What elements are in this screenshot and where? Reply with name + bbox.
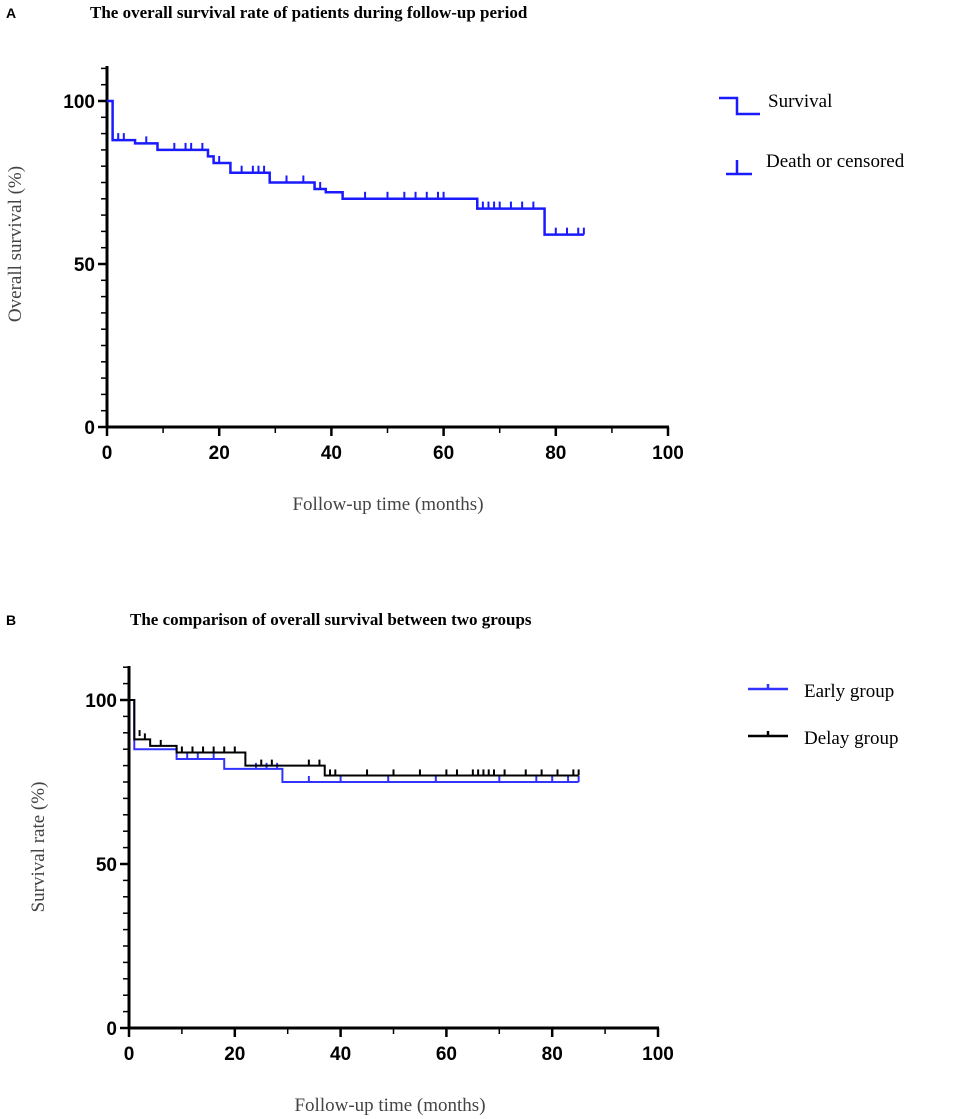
panel-a-series-survival: [107, 99, 584, 236]
panel-b-y-tick-label: 100: [85, 691, 117, 712]
panel-a-x-axis-label: Follow-up time (months): [292, 494, 483, 515]
panel-b-x-tick-label: 0: [124, 1044, 135, 1065]
panel-b-x-tick-label: 80: [542, 1044, 563, 1065]
panel-b-legend-symbol-early: [748, 684, 788, 691]
panel-b-x-tick-label: 100: [642, 1044, 674, 1065]
panel-b-y-tick-label: 50: [96, 855, 117, 876]
panel-a-title: The overall survival rate of patients du…: [90, 3, 528, 22]
panel-a-y-tick-label: 50: [74, 255, 95, 276]
panel-b-legend-symbol-delay: [748, 731, 788, 738]
panel-b-x-tick-label: 60: [436, 1044, 457, 1065]
panel-b-letter: B: [6, 612, 16, 628]
panel-a-y-tick-label: 0: [84, 418, 95, 439]
panel-a-letter: A: [6, 5, 16, 21]
panel-a-x-tick-label: 80: [545, 443, 566, 464]
panel-b-y-axis-label: Survival rate (%): [28, 782, 49, 913]
panel-b-series-early-group: [129, 699, 579, 783]
panel-a-legend-symbol-survival: [719, 96, 760, 116]
panel-a-legend-label-survival: Survival: [768, 91, 832, 112]
panel-b-title: The comparison of overall survival betwe…: [130, 610, 532, 629]
panel-a-legend-symbol-censored: [726, 160, 752, 176]
panel-a-x-tick-label: 60: [433, 443, 454, 464]
panel-b-legend-label-delay: Delay group: [804, 728, 898, 749]
panel-a-y-axis-label: Overall survival (%): [5, 166, 26, 322]
panel-a-plot: 0 50 100 0 20 40 60 80 100: [63, 66, 684, 464]
panel-a-x-tick-label: 0: [102, 443, 113, 464]
panel-b-x-axis-label: Follow-up time (months): [294, 1095, 485, 1116]
panel-b-x-tick-label: 20: [224, 1044, 245, 1065]
panel-a-x-tick-label: 100: [652, 443, 684, 464]
panel-b-plot: 0 50 100 0 20 40 60 80 100: [85, 666, 674, 1065]
panel-b-series-delay-group: [129, 699, 579, 777]
panel-a-x-tick-label: 20: [209, 443, 230, 464]
panel-a-legend-label-death: Death or censored: [766, 151, 905, 172]
panel-b-legend-label-early: Early group: [804, 681, 894, 702]
panel-b-y-tick-label: 0: [106, 1019, 117, 1040]
panel-a-x-tick-label: 40: [321, 443, 342, 464]
panel-a-y-tick-label: 100: [63, 92, 95, 113]
panel-b-x-tick-label: 40: [330, 1044, 351, 1065]
